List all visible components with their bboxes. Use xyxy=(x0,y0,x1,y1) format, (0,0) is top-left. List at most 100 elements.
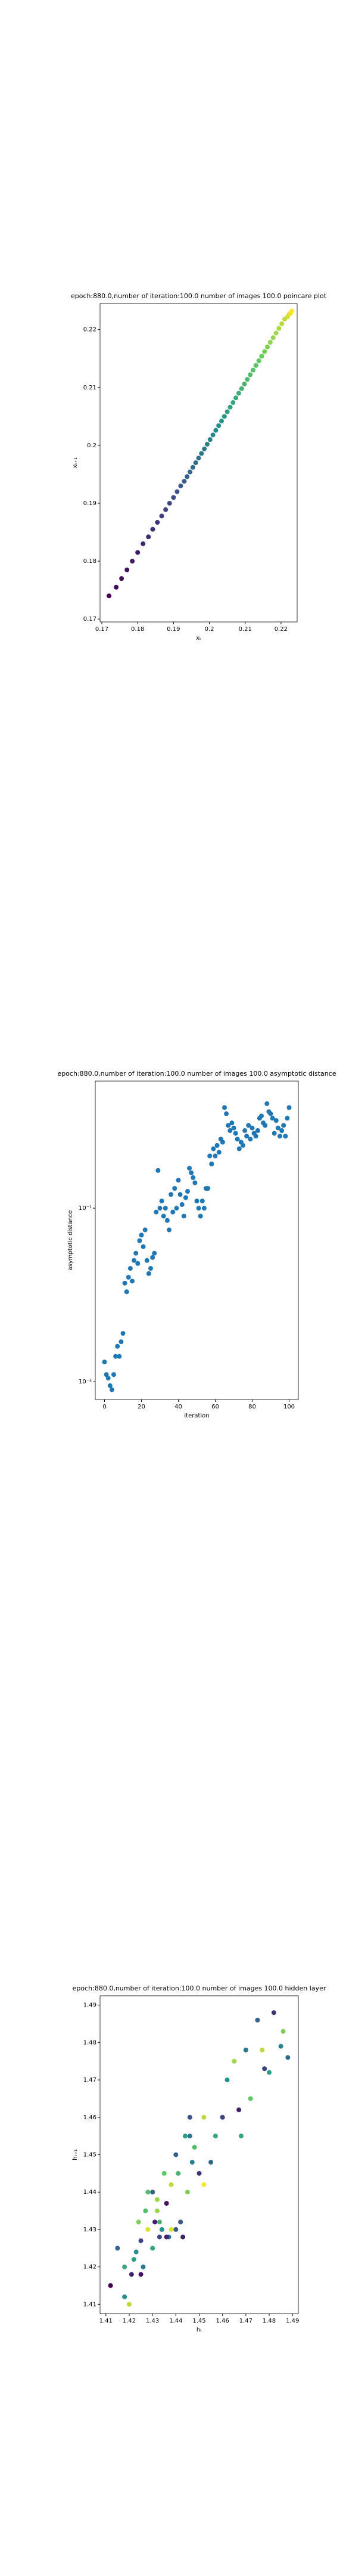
point xyxy=(150,1255,155,1260)
x-tick-label: 1.46 xyxy=(216,2318,229,2324)
y-tick-label: 1.43 xyxy=(83,2227,96,2233)
x-tick-label: 0.17 xyxy=(95,626,108,633)
point xyxy=(264,1101,270,1106)
point xyxy=(185,1188,190,1194)
point xyxy=(148,1266,153,1271)
point xyxy=(150,527,155,532)
point xyxy=(164,1218,170,1223)
point xyxy=(235,1137,240,1142)
point xyxy=(248,372,253,377)
point xyxy=(226,1123,231,1128)
point xyxy=(232,2058,237,2064)
point xyxy=(239,2134,244,2139)
point xyxy=(155,1168,161,1173)
x-tick-label: 1.49 xyxy=(286,2318,299,2324)
point xyxy=(279,321,285,326)
point xyxy=(201,2114,207,2120)
point xyxy=(109,1387,114,1392)
point xyxy=(180,2234,186,2240)
point xyxy=(250,367,255,373)
point xyxy=(213,428,219,433)
x-tick-label: 0.18 xyxy=(131,626,144,633)
point xyxy=(127,1266,133,1271)
point xyxy=(187,1166,192,1171)
point xyxy=(141,2264,146,2270)
point xyxy=(159,1199,164,1204)
point xyxy=(133,1250,139,1256)
point xyxy=(126,1274,131,1280)
point xyxy=(265,344,270,349)
point xyxy=(281,1123,286,1128)
point xyxy=(289,308,294,314)
point xyxy=(209,1161,214,1166)
point xyxy=(107,593,112,599)
x-tick-label: 1.41 xyxy=(99,2318,113,2324)
point xyxy=(236,2107,242,2113)
chart-title: epoch:880.0,number of iteration:100.0 nu… xyxy=(71,292,327,300)
point xyxy=(161,1213,166,1219)
point xyxy=(245,377,250,382)
point xyxy=(122,1280,127,1286)
point xyxy=(276,326,282,331)
point xyxy=(201,1206,207,1211)
point xyxy=(120,1331,126,1336)
y-axis-label: asymptotic distance xyxy=(67,1210,74,1270)
point xyxy=(136,2219,141,2225)
point xyxy=(236,1146,242,1151)
point xyxy=(267,340,273,345)
x-tick-label: 60 xyxy=(211,1404,219,1410)
point xyxy=(124,567,130,572)
point xyxy=(227,1128,233,1134)
point xyxy=(177,1192,183,1197)
point xyxy=(145,2190,151,2195)
point xyxy=(170,1209,176,1215)
point xyxy=(133,2249,139,2255)
y-axis-label: hₜ₊₁ xyxy=(72,2149,79,2160)
point xyxy=(167,500,172,506)
point xyxy=(146,534,151,540)
point xyxy=(270,1116,275,1121)
point xyxy=(187,2134,192,2139)
point xyxy=(267,2070,272,2075)
point xyxy=(273,330,279,336)
point xyxy=(213,2134,218,2139)
point xyxy=(143,2208,148,2213)
point xyxy=(207,1153,213,1159)
point xyxy=(246,1123,251,1128)
point xyxy=(163,1206,168,1211)
point xyxy=(285,1116,290,1121)
point xyxy=(196,1206,201,1211)
point xyxy=(277,1134,282,1139)
y-tick-label: 0.17 xyxy=(83,616,96,623)
point xyxy=(111,1372,116,1377)
point xyxy=(185,474,190,479)
x-tick-label: 100 xyxy=(283,1404,295,1410)
point xyxy=(182,479,187,484)
point xyxy=(193,460,198,465)
point xyxy=(224,1111,229,1116)
point xyxy=(219,419,224,424)
chart-title: epoch:880.0,number of iteration:100.0 nu… xyxy=(73,1984,326,1992)
point xyxy=(199,451,204,456)
point xyxy=(259,354,264,359)
point xyxy=(115,1343,120,1349)
point xyxy=(169,2182,174,2187)
point xyxy=(138,2238,144,2243)
point xyxy=(243,2047,248,2052)
point xyxy=(119,1339,124,1345)
point xyxy=(107,1383,113,1388)
point xyxy=(155,520,160,525)
point xyxy=(122,2264,127,2270)
y-tick-label: 0.18 xyxy=(83,558,96,565)
point xyxy=(285,2055,291,2060)
point xyxy=(239,386,244,391)
point xyxy=(122,2294,127,2299)
point xyxy=(142,1227,148,1233)
x-tick-label: 1.43 xyxy=(146,2318,159,2324)
point xyxy=(187,2114,192,2120)
axes-frame xyxy=(99,1995,299,2314)
y-tick-label: 1.49 xyxy=(83,2002,96,2009)
x-tick-label: 1.48 xyxy=(263,2318,276,2324)
x-tick-label: 20 xyxy=(138,1404,145,1410)
